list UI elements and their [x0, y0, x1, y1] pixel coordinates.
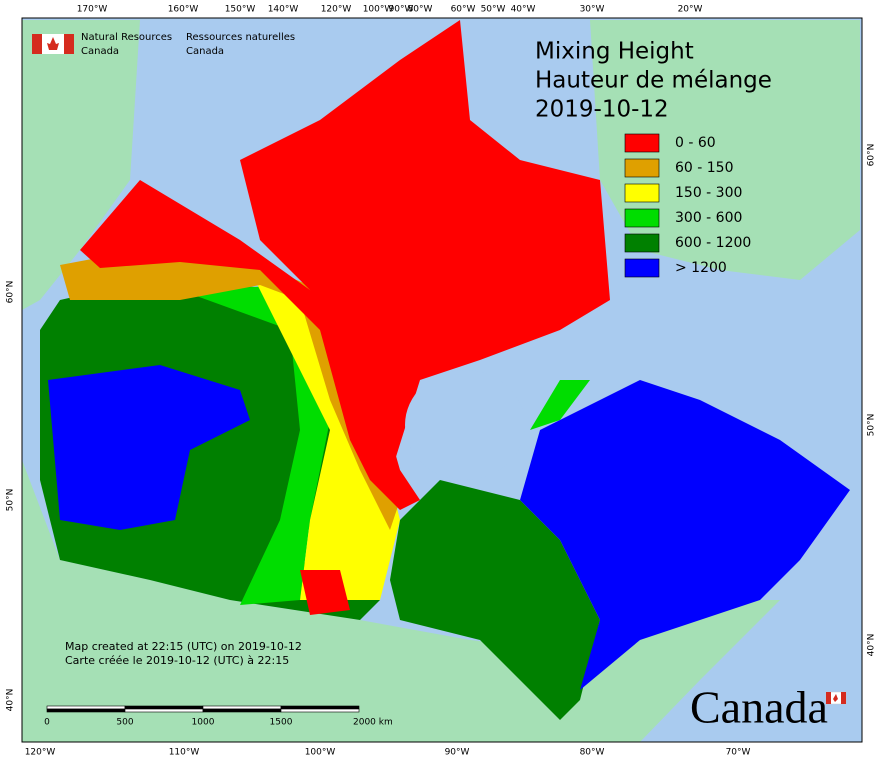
scale-segment	[46, 708, 126, 713]
legend-label: 60 - 150	[675, 160, 734, 176]
map-title: 2019-10-12	[535, 97, 669, 123]
legend-swatch	[624, 183, 660, 203]
agency-name-en: Canada	[81, 46, 119, 57]
longitude-label: 60°W	[451, 5, 476, 15]
agency-name-fr: Canada	[186, 46, 224, 57]
legend-swatch	[624, 258, 660, 278]
map-note: Carte créée le 2019-10-12 (UTC) à 22:15	[65, 654, 289, 667]
latitude-label: 40°N	[867, 634, 877, 657]
longitude-label: 50°W	[481, 5, 506, 15]
canada-mixing-height	[40, 20, 850, 720]
longitude-label: 80°W	[580, 748, 605, 758]
longitude-label: 20°W	[678, 5, 703, 15]
latitude-label: 50°N	[867, 414, 877, 437]
map-note: Map created at 22:15 (UTC) on 2019-10-12	[65, 640, 302, 653]
scale-segment	[46, 705, 126, 710]
scale-label: 500	[116, 718, 133, 728]
legend-swatch	[624, 208, 660, 228]
scale-label: 0	[44, 718, 50, 728]
scale-label: 1500	[270, 718, 293, 728]
longitude-label: 110°W	[169, 748, 200, 758]
longitude-label: 30°W	[580, 5, 605, 15]
agency-name-fr: Ressources naturelles	[186, 32, 295, 43]
scale-segment	[202, 705, 282, 710]
scale-segment	[124, 708, 204, 713]
agency-name-en: Natural Resources	[81, 32, 172, 43]
map-title: Hauteur de mélange	[535, 68, 772, 94]
scale-label: 1000	[192, 718, 215, 728]
longitude-label: 40°W	[511, 5, 536, 15]
latitude-label: 50°N	[6, 489, 16, 512]
longitude-label: 160°W	[168, 5, 199, 15]
legend-label: 150 - 300	[675, 185, 742, 201]
longitude-label: 100°W	[363, 5, 394, 15]
map-title: Mixing Height	[535, 39, 694, 65]
scale-segment	[202, 708, 282, 713]
latitude-label: 60°N	[867, 144, 877, 167]
longitude-label: 70°W	[726, 748, 751, 758]
wordmark-flag	[825, 691, 847, 705]
legend-label: 600 - 1200	[675, 235, 751, 251]
legend-label: 0 - 60	[675, 135, 716, 151]
scale-segment	[280, 705, 360, 710]
latitude-label: 60°N	[6, 281, 16, 304]
legend-swatch	[624, 233, 660, 253]
longitude-label: 150°W	[225, 5, 256, 15]
map-frame	[21, 17, 863, 743]
longitude-label: 120°W	[321, 5, 352, 15]
scale-bar	[46, 705, 360, 713]
latitude-label: 40°N	[6, 689, 16, 712]
legend-swatch	[624, 158, 660, 178]
longitude-label: 90°W	[445, 748, 470, 758]
longitude-label: 100°W	[305, 748, 336, 758]
legend-label: 300 - 600	[675, 210, 742, 226]
legend-label: > 1200	[675, 260, 727, 276]
longitude-label: 120°W	[25, 748, 56, 758]
longitude-label: 170°W	[77, 5, 108, 15]
legend-swatch	[624, 133, 660, 153]
wordmark: Canada	[690, 682, 828, 733]
scale-segment	[280, 708, 360, 713]
nrcan-flag	[32, 34, 74, 54]
longitude-label: 140°W	[268, 5, 299, 15]
scale-label: 2000 km	[353, 718, 393, 728]
longitude-label: 90°W	[389, 5, 414, 15]
scale-segment	[124, 705, 204, 710]
longitude-label: 80°W	[408, 5, 433, 15]
